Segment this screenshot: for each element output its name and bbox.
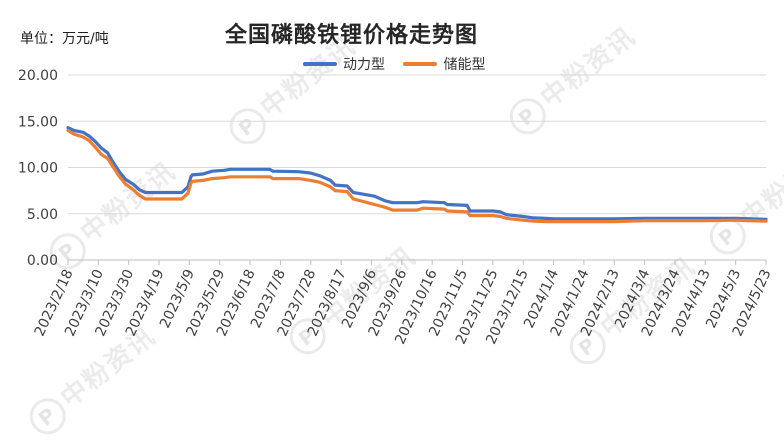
legend: 动力型 储能型: [303, 54, 499, 74]
chart-container: P中粉资讯 P中粉资讯 P中粉资讯 P中粉资讯 P中粉资讯 P中粉资讯 P中粉资…: [17, 21, 784, 441]
tick-labels: 0.005.0010.0015.0020.002023/2/182023/3/1…: [18, 68, 775, 347]
series-lines: [66, 126, 768, 224]
legend-label-power: 动力型: [343, 57, 385, 73]
legend-swatch-storage: [403, 62, 438, 66]
series-line: [66, 126, 768, 221]
chart-title: 全国磷酸铁锂价格走势图: [225, 23, 479, 48]
y-tick-label: 0.00: [27, 253, 58, 269]
legend-label-storage: 储能型: [443, 57, 486, 73]
gridlines: [68, 74, 766, 215]
legend-item: 储能型: [403, 54, 485, 74]
legend-item: 动力型: [303, 54, 385, 74]
legend-swatch-power: [303, 62, 337, 66]
y-tick-label: 10.00: [18, 161, 58, 177]
unit-label: 单位：万元/吨: [20, 31, 109, 47]
axes: [67, 259, 767, 265]
y-tick-label: 20.00: [18, 68, 58, 84]
y-tick-label: 5.00: [27, 207, 58, 223]
y-tick-label: 15.00: [18, 114, 58, 130]
line-chart: 0.005.0010.0015.0020.002023/2/182023/3/1…: [18, 68, 775, 347]
series-line: [66, 128, 768, 224]
